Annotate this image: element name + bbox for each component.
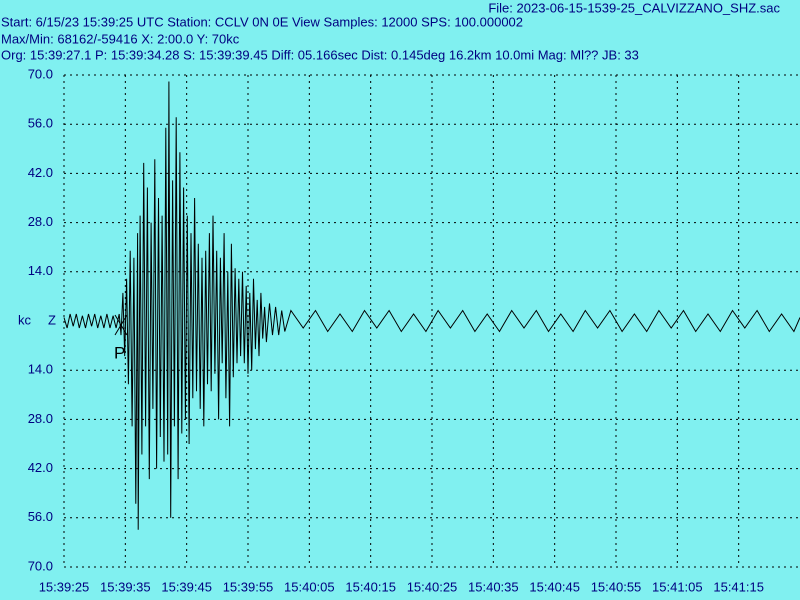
- x-tick-label: 15:41:05: [652, 579, 703, 594]
- y-tick-label: 70.0: [28, 66, 53, 81]
- x-tick-label: 15:40:45: [529, 579, 580, 594]
- x-tick-label: 15:39:55: [223, 579, 274, 594]
- x-tick-label: 15:41:15: [713, 579, 764, 594]
- info-line: Org: 15:39:27.1 P: 15:39:34.28 S: 15:39:…: [1, 47, 639, 62]
- y-tick-label: 70.0: [28, 558, 53, 573]
- x-tick-label: 15:39:45: [161, 579, 212, 594]
- info-line: Start: 6/15/23 15:39:25 UTC Station: CCL…: [1, 14, 523, 29]
- pick-label: P: [114, 343, 125, 362]
- y-tick-label: 28.0: [28, 411, 53, 426]
- x-tick-label: 15:40:35: [468, 579, 519, 594]
- y-tick-label: 42.0: [28, 460, 53, 475]
- x-tick-label: 15:40:05: [284, 579, 335, 594]
- y-tick-label: 14.0: [28, 263, 53, 278]
- x-tick-label: 15:39:35: [100, 579, 151, 594]
- x-tick-label: 15:40:25: [407, 579, 458, 594]
- file-name: File: 2023-06-15-1539-25_CALVIZZANO_SHZ.…: [488, 0, 780, 15]
- x-tick-label: 15:40:15: [345, 579, 396, 594]
- y-tick-label: 14.0: [28, 362, 53, 377]
- y-unit: kc: [18, 312, 32, 327]
- info-line: Max/Min: 68162/-59416 X: 2:00.0 Y: 70kc: [1, 31, 240, 46]
- channel: Z: [48, 312, 56, 327]
- waveform: [63, 81, 800, 530]
- x-tick-label: 15:40:55: [591, 579, 642, 594]
- y-tick-label: 56.0: [28, 116, 53, 131]
- y-tick-label: 56.0: [28, 509, 53, 524]
- x-tick-label: 15:39:25: [39, 579, 90, 594]
- y-tick-label: 42.0: [28, 165, 53, 180]
- y-tick-label: 28.0: [28, 214, 53, 229]
